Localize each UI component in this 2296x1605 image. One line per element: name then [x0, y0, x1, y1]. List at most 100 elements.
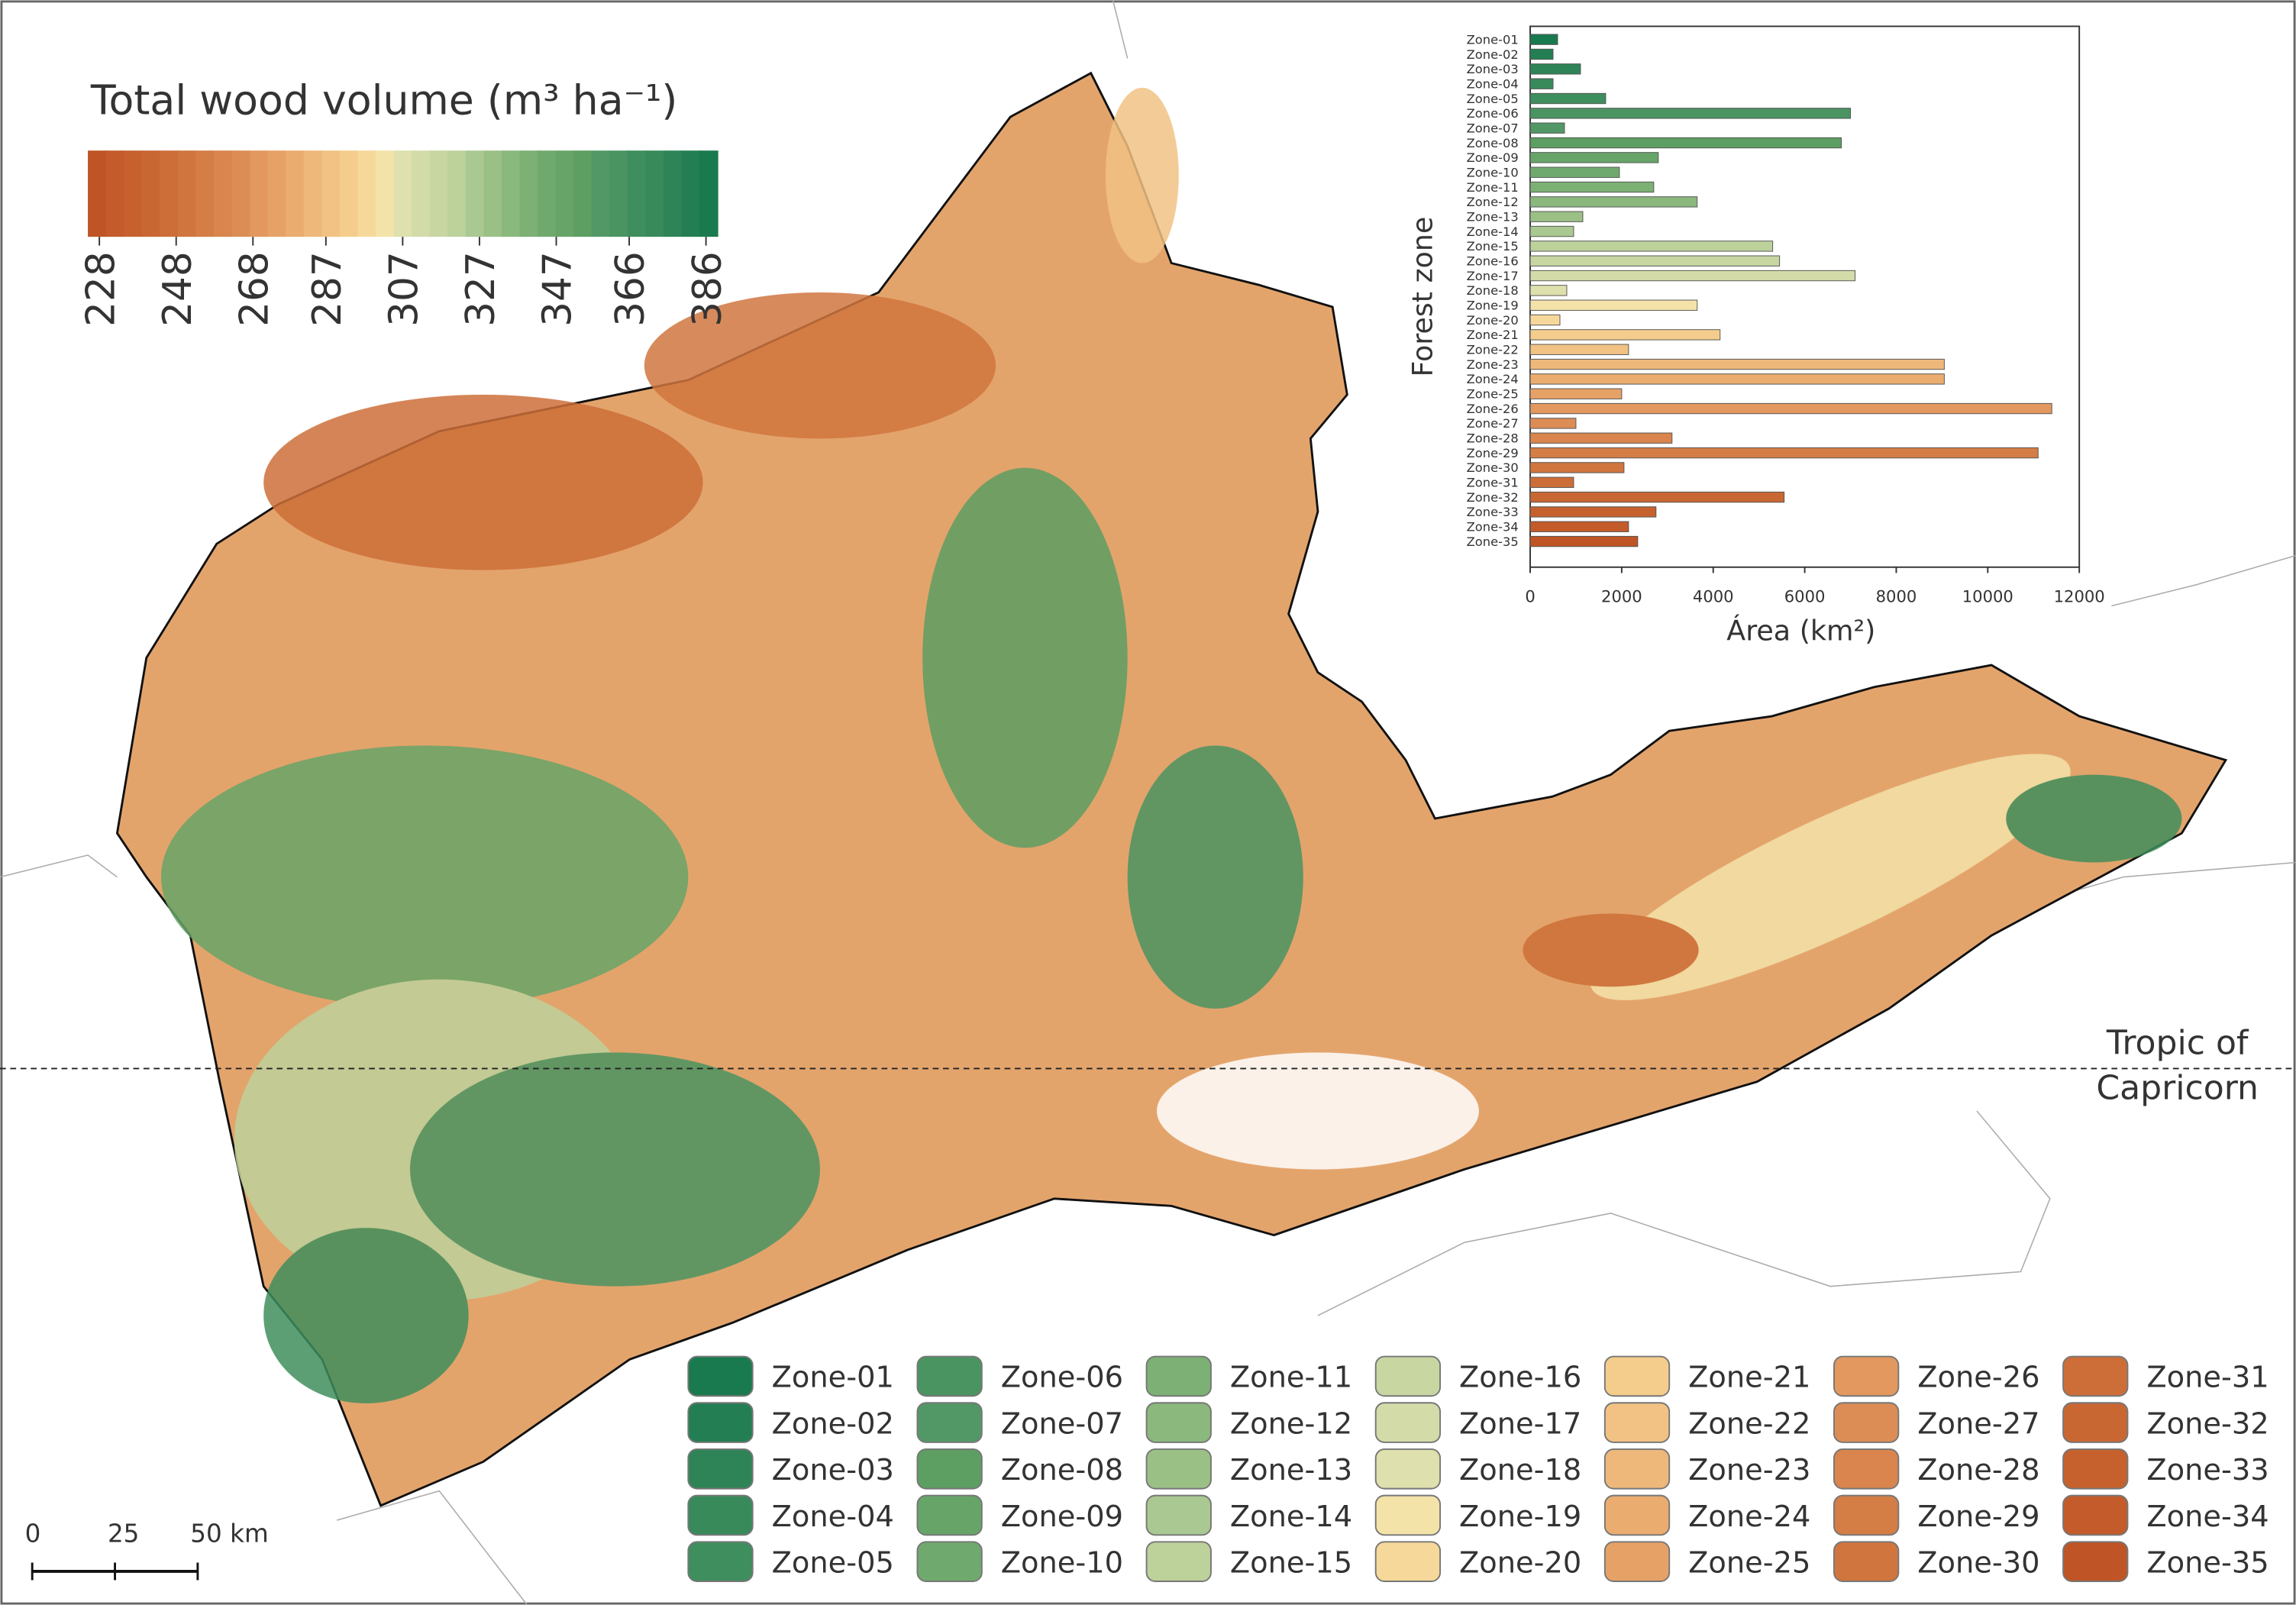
bar: [1529, 211, 1584, 222]
legend-label: Zone-01: [772, 1361, 894, 1395]
legend-label: Zone-09: [1001, 1500, 1123, 1534]
legend-label: Zone-12: [1230, 1406, 1352, 1441]
legend-label: Zone-25: [1688, 1546, 1810, 1581]
y-tick-label: Zone-16: [1467, 254, 1519, 268]
legend-label: Zone-32: [2146, 1406, 2269, 1441]
bar: [1529, 92, 1607, 105]
bar: [1529, 447, 2039, 459]
y-tick-label: Zone-18: [1467, 283, 1519, 298]
legend-label: Zone-22: [1688, 1406, 1810, 1441]
legend-swatch: [687, 1448, 754, 1490]
colorbar: 228 248 268 287 307 327 347 366 386: [78, 150, 731, 327]
legend-label: Zone-18: [1459, 1453, 1581, 1487]
bar: [1529, 48, 1554, 60]
legend-swatch: [2062, 1541, 2129, 1582]
y-tick-label: Zone-33: [1467, 505, 1519, 519]
y-tick-label: Zone-30: [1467, 460, 1519, 475]
y-tick-label: Zone-24: [1467, 372, 1519, 386]
colorbar-title: Total wood volume (m³ ha⁻¹): [90, 76, 677, 124]
scale-label: 25: [108, 1519, 139, 1548]
colorbar-cell: [250, 150, 269, 237]
colorbar-cell: [538, 150, 557, 237]
y-tick-label: Zone-28: [1467, 431, 1519, 445]
colorbar-cell: [393, 150, 413, 237]
bar: [1529, 314, 1561, 326]
bar: [1529, 418, 1577, 429]
y-tick-label: Zone-05: [1467, 92, 1519, 106]
x-tick-label: 0: [1525, 587, 1535, 606]
y-tick-label: Zone-17: [1467, 269, 1519, 283]
legend-swatch: [1145, 1448, 1212, 1490]
bar: [1529, 78, 1554, 89]
y-tick-label: Zone-08: [1467, 136, 1519, 150]
colorbar-tick-label: 307: [382, 251, 428, 327]
y-tick-label: Zone-35: [1467, 534, 1519, 549]
colorbar-cell: [267, 150, 287, 237]
legend-label: Zone-19: [1459, 1500, 1581, 1534]
bar: [1529, 535, 1639, 547]
colorbar-cell: [699, 150, 719, 237]
legend-label: Zone-15: [1230, 1546, 1352, 1581]
legend-label: Zone-35: [2146, 1546, 2269, 1581]
y-tick-label: Zone-34: [1467, 520, 1519, 534]
y-tick-label: Zone-19: [1467, 298, 1519, 312]
y-tick-label: Zone-32: [1467, 490, 1519, 505]
legend-swatch: [1145, 1541, 1212, 1582]
legend-swatch: [687, 1541, 754, 1582]
bar: [1529, 358, 1945, 370]
bar: [1529, 63, 1581, 75]
y-tick-label: Zone-01: [1467, 32, 1519, 47]
inset-chart: 0 2000 4000 6000 8000 10000 12000Zone-01Zone-0…: [1467, 32, 2105, 606]
y-tick-label: Zone-25: [1467, 386, 1519, 401]
y-tick-label: Zone-15: [1467, 239, 1519, 254]
colorbar-cell: [681, 150, 701, 237]
legend-label: Zone-21: [1688, 1361, 1810, 1395]
bar: [1529, 108, 1852, 119]
legend-swatch: [1145, 1355, 1212, 1397]
colorbar-tick-label: 366: [608, 251, 654, 327]
y-tick-label: Zone-13: [1467, 209, 1519, 224]
bar: [1529, 506, 1657, 518]
legend-label: Zone-08: [1001, 1453, 1123, 1487]
y-tick-label: Zone-03: [1467, 62, 1519, 76]
y-tick-label: Zone-22: [1467, 342, 1519, 357]
y-tick-label: Zone-04: [1467, 76, 1519, 91]
bar: [1529, 521, 1629, 532]
legend-swatch: [2062, 1448, 2129, 1490]
legend-swatch: [1603, 1494, 1671, 1536]
inset-background: [1406, 15, 2112, 655]
x-tick-label: 4000: [1693, 587, 1734, 606]
colorbar-cell: [339, 150, 359, 237]
legend-swatch: [687, 1402, 754, 1443]
legend-label: Zone-02: [772, 1406, 894, 1441]
legend-swatch: [687, 1355, 754, 1397]
bar: [1529, 181, 1655, 193]
legend-swatch: [916, 1355, 983, 1397]
legend-label: Zone-26: [1917, 1361, 2039, 1395]
tropic-label: Capricorn: [2096, 1069, 2259, 1108]
bar: [1529, 299, 1698, 311]
legend-swatch: [1833, 1402, 1900, 1443]
colorbar-cell: [465, 150, 485, 237]
x-tick-label: 6000: [1784, 587, 1826, 606]
colorbar-cell: [591, 150, 611, 237]
legend-label: Zone-10: [1001, 1546, 1123, 1581]
legend-label: Zone-20: [1459, 1546, 1581, 1581]
colorbar-tick-label: 287: [305, 251, 350, 327]
colorbar-cell: [124, 150, 143, 237]
bar: [1529, 432, 1673, 444]
bar: [1529, 122, 1565, 134]
bar: [1529, 388, 1623, 399]
legend-swatch: [1145, 1494, 1212, 1536]
colorbar-cell: [412, 150, 431, 237]
bar: [1529, 344, 1629, 355]
legend-swatch: [1833, 1541, 1900, 1582]
y-tick-label: Zone-09: [1467, 150, 1519, 165]
vegetation-patches: [160, 87, 2182, 1403]
colorbar-tick-label: 228: [78, 251, 124, 327]
bar: [1529, 166, 1620, 178]
legend-swatch: [1833, 1494, 1900, 1536]
colorbar-cell: [609, 150, 628, 237]
